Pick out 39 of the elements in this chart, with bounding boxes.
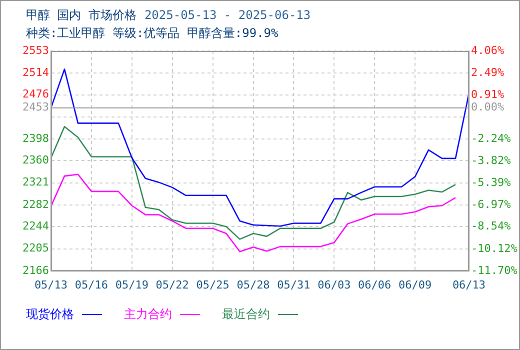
x-tick-label: 05/25 [196,278,230,292]
x-tick-label: 05/16 [74,278,108,292]
y-tick-label: 2398 [22,132,49,145]
legend-label: 主力合约 [124,307,172,321]
y-tick-label: 2321 [22,176,49,189]
x-tick-label: 06/06 [358,278,392,292]
y2-tick-label: -5.39% [471,176,512,189]
y-tick-label: 2360 [22,154,49,167]
y-tick-label: 2476 [22,88,49,101]
y-tick-label: 2553 [22,44,49,57]
chart-subtitle: 2025-05-13 - 2025-06-13 [144,8,311,22]
x-tick-label: 05/31 [277,278,310,292]
x-tick-label: 06/03 [318,278,351,292]
y2-tick-label: 0.91% [471,88,504,101]
y-tick-label: 2244 [22,220,50,233]
y2-tick-label: -6.97% [471,198,512,211]
y2-tick-label: 0.00% [471,100,504,114]
text: 种类:工业甲醇 等级:优等品 甲醇含量:99.9% [26,25,278,42]
y2-tick-label: -3.82% [471,154,512,167]
y-tick-label: 2205 [22,242,49,255]
y2-tick-label: -8.54% [471,220,512,233]
y2-tick-label: 4.06% [471,44,504,57]
x-tick-label: 06/13 [452,278,486,292]
legend-label: 现货价格 [26,307,74,321]
y2-tick-label: -10.12% [471,242,518,255]
legend-label: 最近合约 [222,307,270,321]
chart-title: 甲醇 国内 市场价格 [26,8,136,22]
y2-tick-label: -11.70% [471,264,518,277]
x-tick-label: 05/22 [156,278,189,292]
y2-tick-label: -2.24% [471,132,512,145]
x-tick-label: 05/19 [115,278,148,292]
ref-line-label: 2453 [22,100,49,114]
x-tick-label: 05/13 [34,278,68,292]
y-tick-label: 2514 [22,66,50,80]
y-tick-label: 2282 [22,198,49,211]
y-tick-label: 2166 [22,264,49,277]
x-tick-label: 05/28 [236,278,270,292]
x-tick-label: 06/09 [398,278,432,292]
y2-tick-label: 2.49% [471,66,504,79]
